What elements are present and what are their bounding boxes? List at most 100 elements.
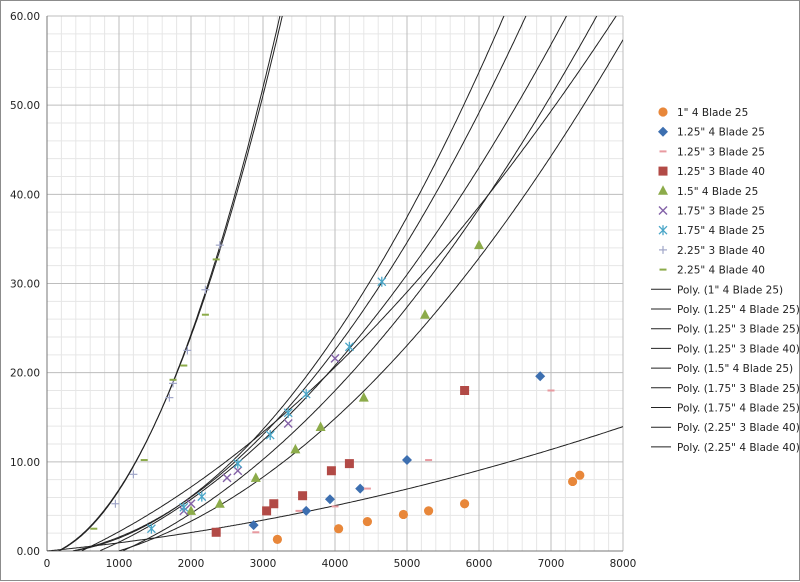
- data-point: [575, 470, 585, 480]
- legend-label: 1.25" 4 Blade 25: [677, 127, 765, 139]
- data-point: [330, 353, 340, 363]
- data-point: [250, 472, 261, 482]
- data-point: [222, 473, 232, 483]
- legend-label: Poly. (1.75" 4 Blade 25): [677, 403, 800, 415]
- legend-label: 1.75" 4 Blade 25: [677, 225, 765, 237]
- data-point: [344, 459, 354, 469]
- data-point: [211, 527, 221, 537]
- data-point: [301, 505, 312, 516]
- data-point: [183, 346, 192, 355]
- data-point: [233, 466, 243, 476]
- trendline: [118, 39, 623, 551]
- data-point: [535, 371, 546, 382]
- legend-label: Poly. (1" 4 Blade 25): [677, 284, 783, 296]
- data-point: [326, 466, 336, 476]
- data-point: [420, 309, 430, 319]
- y-tick-label: 50.00: [10, 100, 40, 112]
- data-point: [358, 392, 369, 402]
- data-point: [331, 505, 339, 508]
- data-point: [233, 458, 243, 469]
- legend-label: 1.5" 4 Blade 25: [677, 186, 758, 198]
- data-point: [460, 386, 470, 395]
- data-point: [262, 506, 272, 516]
- legend-label: Poly. (2.25" 4 Blade 40): [677, 442, 800, 454]
- x-tick-label: 6000: [466, 558, 493, 570]
- x-tick-label: 2000: [178, 558, 205, 570]
- data-point: [129, 470, 138, 479]
- data-point: [344, 341, 354, 352]
- data-point: [363, 487, 371, 490]
- data-point: [214, 498, 225, 508]
- legend-marker: [658, 166, 668, 176]
- legend-marker: [658, 185, 668, 195]
- legend-marker: [658, 107, 668, 117]
- data-point: [301, 389, 311, 400]
- data-point: [402, 455, 412, 466]
- legend-label: Poly. (1.25" 4 Blade 25): [677, 304, 800, 316]
- trendline: [59, 16, 281, 551]
- data-point: [180, 364, 188, 367]
- data-point: [201, 313, 209, 316]
- x-tick-label: 3000: [250, 558, 277, 570]
- y-tick-label: 0.00: [17, 546, 40, 558]
- data-point: [197, 491, 207, 502]
- data-point: [169, 378, 177, 381]
- data-point: [146, 523, 156, 534]
- trendline: [72, 16, 527, 551]
- data-point: [547, 389, 555, 392]
- data-point: [269, 499, 279, 509]
- data-point: [295, 509, 303, 512]
- data-point: [568, 476, 578, 487]
- data-point: [179, 502, 189, 513]
- y-tick-label: 60.00: [10, 11, 40, 23]
- data-point: [460, 499, 470, 509]
- legend-label: Poly. (1.25" 3 Blade 40): [677, 343, 800, 355]
- legend-label: 1.25" 3 Blade 40: [677, 166, 765, 178]
- y-tick-label: 10.00: [10, 457, 40, 469]
- legend-label: Poly. (1.75" 3 Blade 25): [677, 383, 800, 395]
- data-point: [272, 534, 282, 545]
- x-tick-label: 4000: [322, 558, 349, 570]
- trendline: [100, 16, 568, 551]
- y-tick-label: 40.00: [10, 189, 40, 201]
- data-point: [265, 430, 275, 441]
- data-point: [355, 483, 366, 494]
- data-point: [215, 241, 224, 250]
- x-tick-label: 7000: [538, 558, 565, 570]
- data-point: [252, 531, 260, 534]
- data-point: [186, 505, 196, 515]
- legend-marker: [659, 245, 667, 254]
- data-point: [424, 506, 434, 516]
- x-tick-label: 5000: [394, 558, 421, 570]
- trendline: [58, 16, 283, 551]
- legend-label: 1.75" 3 Blade 25: [677, 206, 765, 218]
- data-point: [298, 491, 308, 501]
- data-point: [315, 421, 326, 432]
- legend-label: 1.25" 3 Blade 25: [677, 146, 765, 158]
- data-point: [90, 527, 98, 530]
- data-point: [248, 520, 259, 531]
- data-point: [474, 239, 484, 250]
- x-tick-label: 1000: [106, 558, 133, 570]
- data-point: [334, 524, 344, 534]
- x-tick-label: 0: [44, 558, 51, 570]
- y-tick-label: 30.00: [10, 279, 40, 291]
- trendline: [123, 16, 598, 551]
- data-point: [324, 494, 335, 505]
- legend-marker: [658, 206, 668, 215]
- data-point: [111, 499, 120, 508]
- data-point: [290, 443, 301, 454]
- data-point: [398, 509, 408, 520]
- data-point: [186, 499, 196, 509]
- data-point: [377, 276, 387, 287]
- data-point: [165, 393, 174, 402]
- x-tick-label: 8000: [610, 558, 637, 570]
- legend-label: Poly. (1.25" 3 Blade 25): [677, 324, 800, 336]
- legend-marker: [659, 150, 667, 153]
- legend-label: Poly. (1.5" 4 Blade 25): [677, 363, 793, 375]
- data-point: [140, 459, 148, 462]
- data-point: [201, 285, 210, 294]
- trendline: [74, 16, 505, 551]
